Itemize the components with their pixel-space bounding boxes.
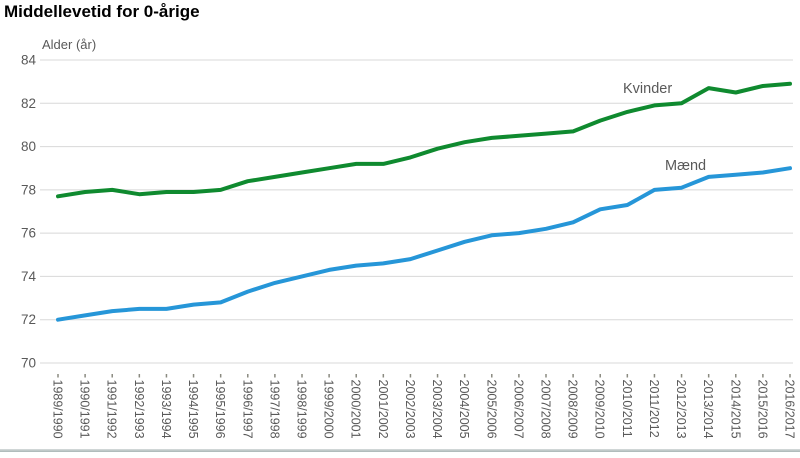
x-tick-label: 2002/2003 bbox=[403, 380, 417, 439]
x-tick-label: 2003/2004 bbox=[430, 380, 444, 439]
y-tick-label: 74 bbox=[21, 269, 37, 284]
window-bottom-border bbox=[0, 449, 800, 452]
x-tick-label: 2013/2014 bbox=[701, 380, 715, 439]
x-tick-label: 2011/2012 bbox=[647, 380, 661, 438]
y-tick-label: 72 bbox=[21, 312, 36, 327]
x-tick-label: 2008/2009 bbox=[566, 380, 580, 439]
x-tick-label: 1995/1996 bbox=[213, 380, 227, 439]
x-tick-label: 2000/2001 bbox=[349, 380, 363, 439]
series-line-mænd bbox=[56, 166, 792, 322]
x-tick-label: 2015/2016 bbox=[755, 380, 769, 439]
y-tick-label: 84 bbox=[21, 53, 37, 68]
x-tick-label: 1992/1993 bbox=[132, 380, 146, 439]
x-tick-label: 2010/2011 bbox=[620, 380, 634, 438]
series-label-mænd: Mænd bbox=[665, 158, 706, 174]
y-tick-label: 80 bbox=[21, 139, 36, 154]
x-tick-label: 2005/2006 bbox=[484, 380, 498, 439]
x-tick-label: 1994/1995 bbox=[186, 380, 200, 439]
x-tick-label: 1996/1997 bbox=[240, 380, 254, 439]
x-tick-label: 2014/2015 bbox=[728, 380, 742, 439]
x-tick-label: 1998/1999 bbox=[295, 380, 309, 439]
x-tick-label: 2012/2013 bbox=[674, 380, 688, 439]
series-label-kvinder: Kvinder bbox=[623, 81, 672, 97]
x-tick-label: 1991/1992 bbox=[105, 380, 119, 439]
x-tick-label: 2001/2002 bbox=[376, 380, 390, 439]
y-tick-label: 78 bbox=[21, 182, 36, 197]
y-axis-title: Alder (år) bbox=[42, 37, 97, 52]
series-line-kvinder bbox=[56, 81, 792, 199]
x-tick-label: 2007/2008 bbox=[539, 380, 553, 439]
y-tick-label: 70 bbox=[21, 356, 36, 371]
x-tick-label: 2016/2017 bbox=[783, 380, 797, 439]
chart-title: Middellevetid for 0-årige bbox=[4, 2, 200, 21]
x-tick-label: 2004/2005 bbox=[457, 380, 471, 439]
y-tick-label: 76 bbox=[21, 226, 36, 241]
x-tick-label: 1999/2000 bbox=[322, 380, 336, 439]
x-tick-label: 2006/2007 bbox=[511, 380, 525, 439]
x-tick-label: 1990/1991 bbox=[78, 380, 92, 439]
x-tick-label: 1993/1994 bbox=[159, 380, 173, 439]
x-tick-label: 1989/1990 bbox=[51, 380, 65, 439]
y-tick-label: 82 bbox=[21, 96, 36, 111]
x-tick-label: 1997/1998 bbox=[267, 380, 281, 439]
x-tick-label: 2009/2010 bbox=[593, 380, 607, 439]
